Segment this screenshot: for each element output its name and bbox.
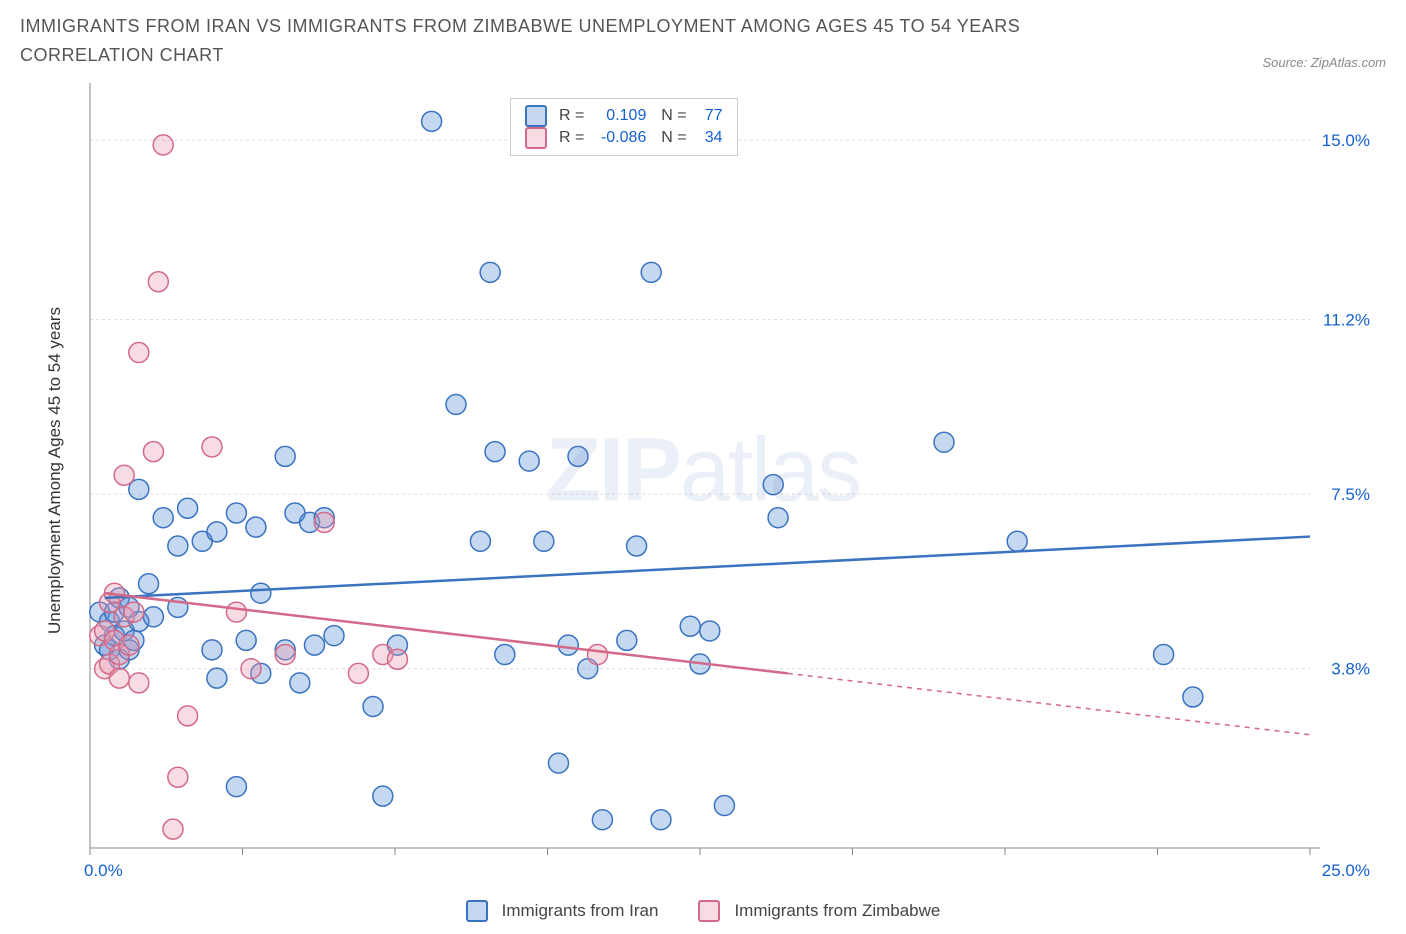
svg-text:Unemployment Among Ages 45 to: Unemployment Among Ages 45 to 54 years (45, 307, 64, 634)
data-point (251, 583, 271, 603)
data-point (1183, 687, 1203, 707)
data-point (124, 602, 144, 622)
svg-text:3.8%: 3.8% (1331, 659, 1370, 678)
data-point (627, 536, 647, 556)
data-point (168, 536, 188, 556)
data-point (519, 451, 539, 471)
data-point (700, 621, 720, 641)
data-point (495, 644, 515, 664)
data-point (178, 498, 198, 518)
correlation-stats-box: R = 0.109 N = 77R = -0.086 N = 34 (510, 98, 738, 156)
data-point (148, 271, 168, 291)
data-point (109, 668, 129, 688)
data-point (1154, 644, 1174, 664)
stat-n-label: N = (652, 129, 686, 147)
data-point (934, 432, 954, 452)
data-point (641, 262, 661, 282)
data-point (241, 658, 261, 678)
svg-text:7.5%: 7.5% (1331, 485, 1370, 504)
stats-row: R = -0.086 N = 34 (525, 127, 723, 149)
legend-label: Immigrants from Iran (502, 901, 659, 921)
trend-line-extrapolated (788, 673, 1310, 734)
legend-item: Immigrants from Zimbabwe (698, 900, 940, 922)
trend-line (105, 536, 1310, 597)
data-point (153, 507, 173, 527)
data-point (387, 649, 407, 669)
data-point (129, 672, 149, 692)
scatter-chart: 3.8% 7.5% 11.2% 15.0% 0.0% 25.0% Unemployment … (20, 78, 1386, 898)
stat-r-label: R = (559, 107, 584, 125)
data-point (768, 507, 788, 527)
data-point (470, 531, 490, 551)
legend-swatch (698, 900, 720, 922)
data-point (588, 644, 608, 664)
legend-item: Immigrants from Iran (466, 900, 659, 922)
data-point (485, 441, 505, 461)
legend-swatch (466, 900, 488, 922)
data-point (617, 630, 637, 650)
data-point (139, 573, 159, 593)
chart-title: IMMIGRANTS FROM IRAN VS IMMIGRANTS FROM … (20, 12, 1120, 70)
source-attribution: Source: ZipAtlas.com (1262, 55, 1386, 70)
data-point (534, 531, 554, 551)
data-point (202, 437, 222, 457)
data-point (202, 639, 222, 659)
data-point (178, 705, 198, 725)
data-point (163, 819, 183, 839)
series-legend: Immigrants from Iran Immigrants from Zimb… (20, 900, 1386, 922)
data-point (275, 644, 295, 664)
data-point (592, 809, 612, 829)
data-point (129, 342, 149, 362)
data-point (324, 625, 344, 645)
data-point (763, 474, 783, 494)
data-point (363, 696, 383, 716)
series-swatch (525, 105, 547, 127)
data-point (373, 786, 393, 806)
data-point (236, 630, 256, 650)
legend-label: Immigrants from Zimbabwe (734, 901, 940, 921)
svg-text:15.0%: 15.0% (1322, 131, 1370, 150)
data-point (348, 663, 368, 683)
data-point (1007, 531, 1027, 551)
stat-n-label: N = (652, 107, 686, 125)
data-point (275, 446, 295, 466)
data-point (446, 394, 466, 414)
data-point (714, 795, 734, 815)
data-point (422, 111, 442, 131)
stat-r-value: -0.086 (590, 129, 646, 147)
data-point (680, 616, 700, 636)
data-point (568, 446, 588, 466)
data-point (143, 606, 163, 626)
svg-text:11.2%: 11.2% (1323, 310, 1370, 329)
data-point (153, 135, 173, 155)
stats-row: R = 0.109 N = 77 (525, 105, 723, 127)
stat-n-value: 34 (693, 129, 723, 147)
svg-text:0.0%: 0.0% (84, 861, 123, 880)
data-point (119, 635, 139, 655)
stat-r-label: R = (559, 129, 584, 147)
data-point (226, 602, 246, 622)
data-point (548, 753, 568, 773)
stat-r-value: 0.109 (590, 107, 646, 125)
data-point (226, 776, 246, 796)
data-point (480, 262, 500, 282)
series-swatch (525, 127, 547, 149)
svg-text:25.0%: 25.0% (1322, 861, 1370, 880)
data-point (207, 668, 227, 688)
stat-n-value: 77 (693, 107, 723, 125)
data-point (558, 635, 578, 655)
data-point (314, 512, 334, 532)
data-point (207, 521, 227, 541)
data-point (651, 809, 671, 829)
data-point (246, 517, 266, 537)
data-point (114, 465, 134, 485)
data-point (143, 441, 163, 461)
data-point (304, 635, 324, 655)
data-point (226, 503, 246, 523)
data-point (290, 672, 310, 692)
data-point (168, 767, 188, 787)
